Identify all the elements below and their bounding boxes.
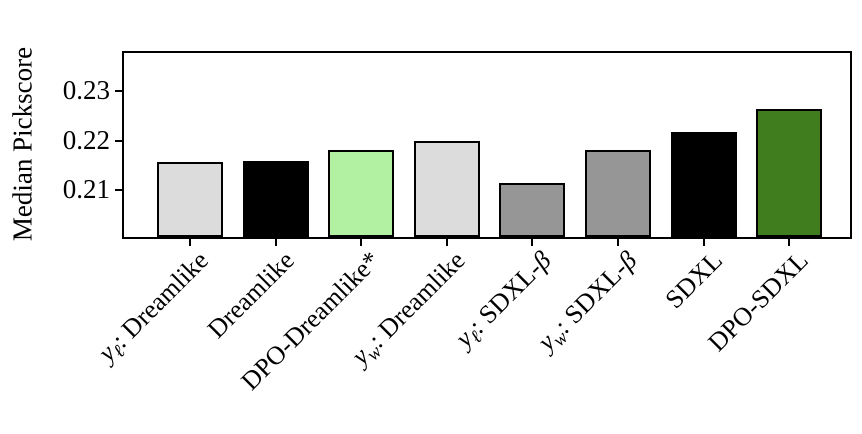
bar-3 <box>413 140 480 237</box>
x-tick-mark <box>617 239 619 246</box>
x-tick-mark <box>702 239 705 246</box>
y-tick-label: 0.22 <box>62 124 110 155</box>
x-tick-mark <box>445 239 448 246</box>
plot-area <box>115 51 852 246</box>
bar-6 <box>670 131 737 237</box>
y-tick-label: 0.23 <box>62 74 110 105</box>
bar-4 <box>499 183 566 237</box>
x-tick-mark <box>531 239 534 246</box>
x-tick-label-0: yℓ: Dreamlike <box>92 245 215 368</box>
y-tick-mark <box>115 189 122 192</box>
bar-7 <box>756 108 823 237</box>
y-tick-mark <box>115 89 122 92</box>
bar-0 <box>157 162 223 237</box>
bar-1 <box>242 161 309 237</box>
x-tick-mark <box>788 239 791 246</box>
bar-5 <box>585 149 651 237</box>
x-tick-mark <box>360 239 363 246</box>
y-tick-mark <box>115 139 122 142</box>
x-tick-label-6: SDXL <box>659 245 728 315</box>
y-tick-label: 0.21 <box>62 174 110 205</box>
x-tick-mark <box>189 239 191 246</box>
x-tick-mark <box>274 239 277 246</box>
bar-2 <box>328 149 395 237</box>
